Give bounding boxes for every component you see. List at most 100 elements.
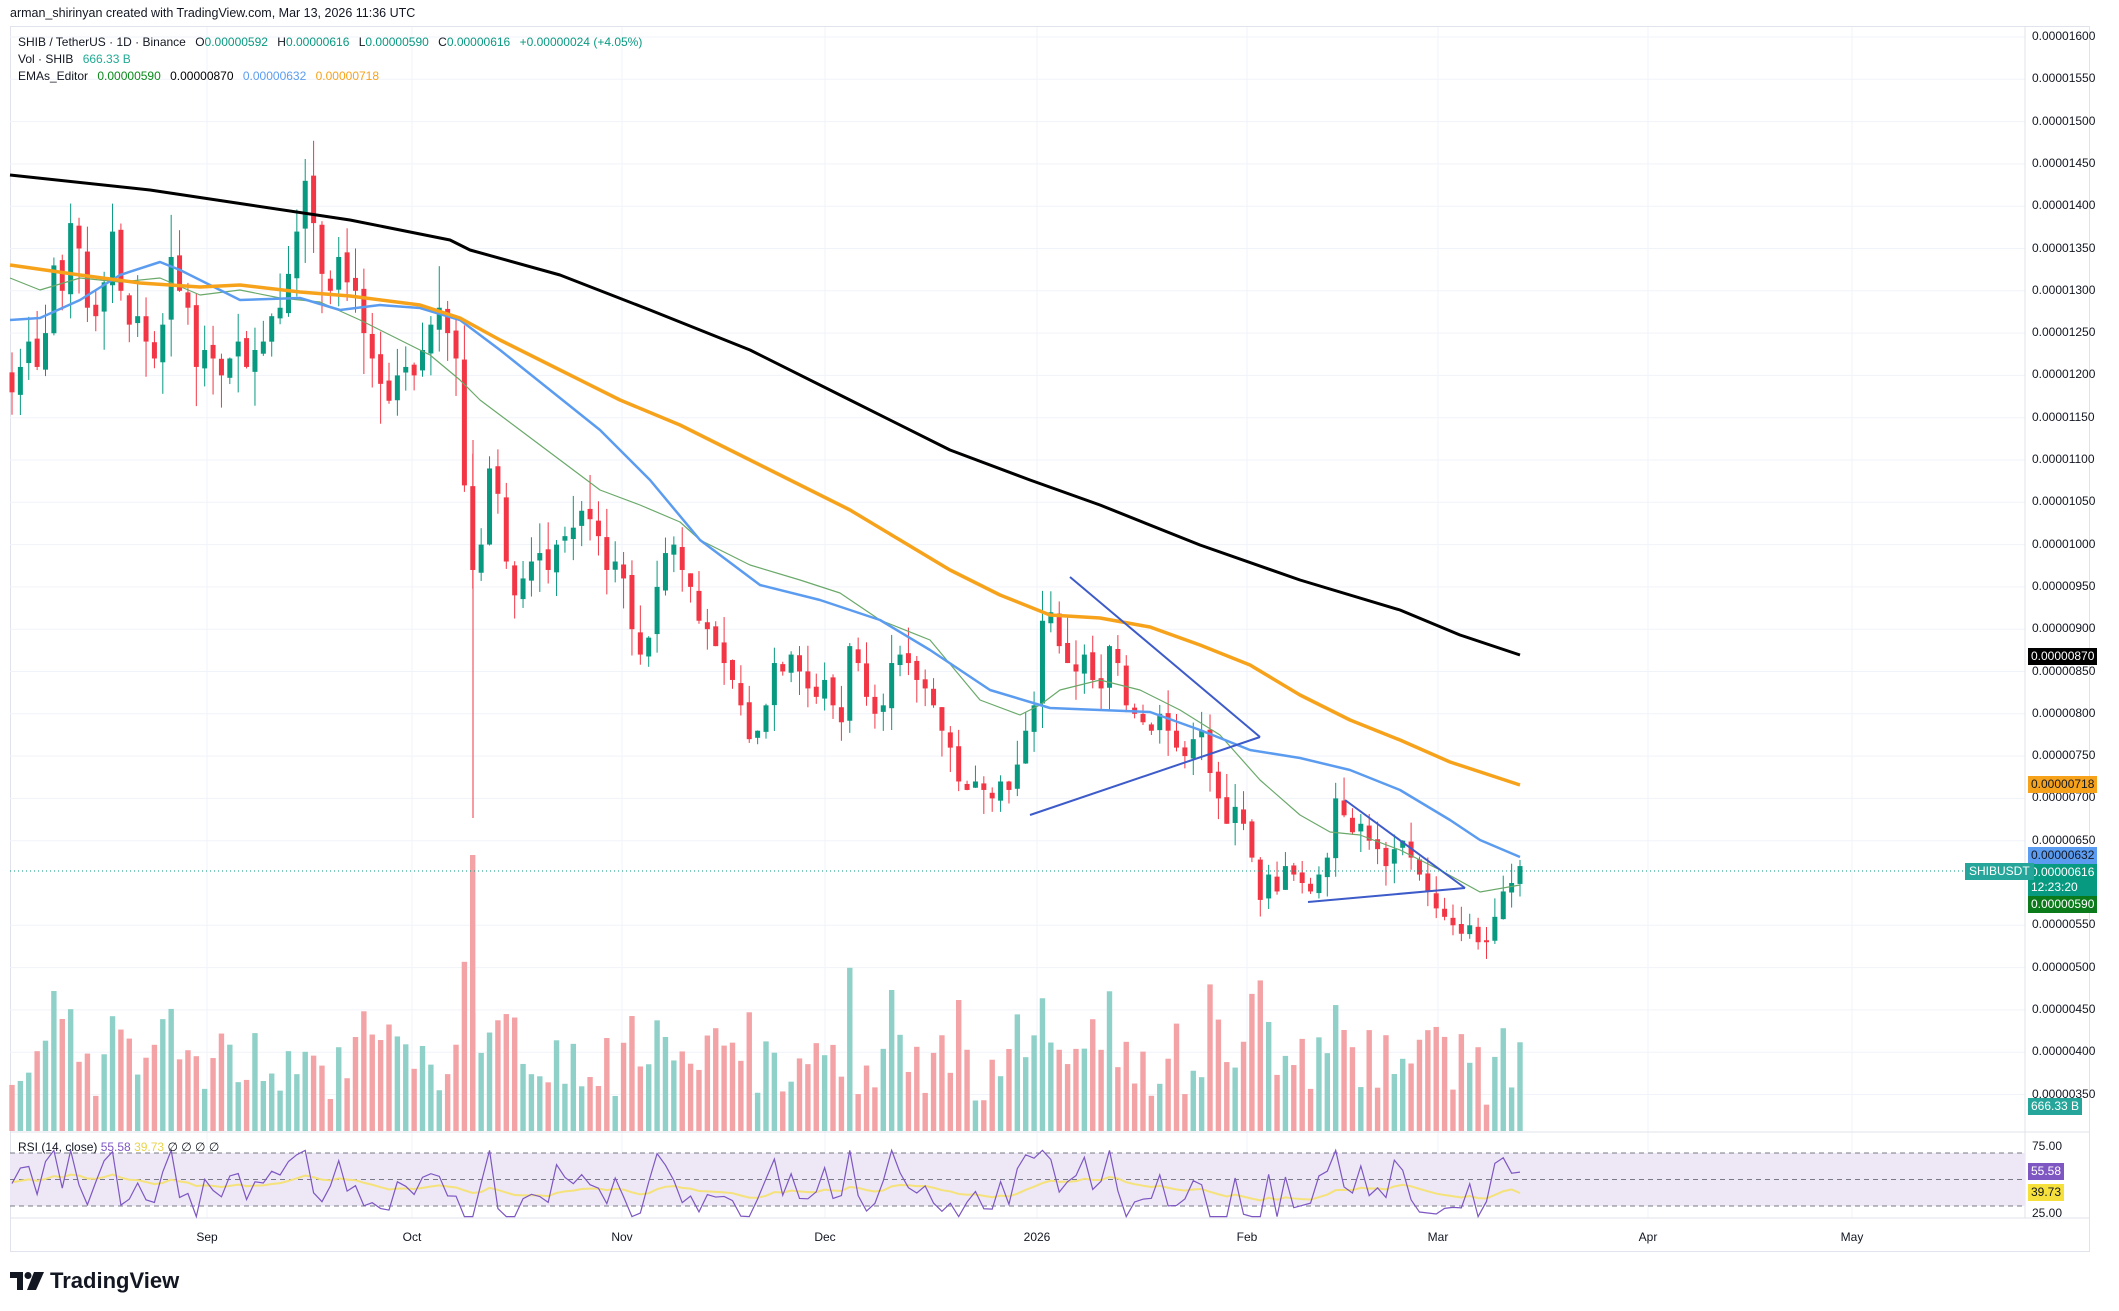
- volume-bar: [1224, 1062, 1230, 1131]
- candle-body: [570, 527, 576, 540]
- candle-body: [453, 330, 459, 359]
- candle-body: [1115, 648, 1121, 664]
- volume-bar: [897, 1034, 903, 1131]
- price-axis-label: 0.00000550: [2032, 917, 2096, 932]
- candle-body: [905, 653, 911, 664]
- volume-bar: [637, 1066, 644, 1131]
- volume-bar: [805, 1064, 811, 1131]
- candle-body: [662, 553, 668, 591]
- candle-body: [1274, 876, 1280, 892]
- price-axis-label: 0.00001050: [2032, 494, 2096, 509]
- volume-bar: [939, 1035, 945, 1131]
- candle-body: [34, 338, 40, 367]
- ema-row: EMAs_Editor 0.00000590 0.00000870 0.0000…: [18, 68, 648, 85]
- rsi-legend: RSI (14, close) 55.58 39.73 ∅ ∅ ∅ ∅: [18, 1140, 219, 1154]
- candle-body: [1375, 839, 1381, 850]
- volume-bar: [1508, 1087, 1515, 1131]
- rsi-label[interactable]: RSI (14, close): [18, 1140, 98, 1154]
- volume-bar: [336, 1047, 342, 1131]
- volume-bar: [302, 1051, 308, 1131]
- time-axis-label: May: [1840, 1230, 1864, 1244]
- volume-bar: [361, 1011, 367, 1131]
- candle-body: [411, 364, 417, 376]
- volume-label[interactable]: Vol · SHIB: [18, 52, 74, 66]
- ema100-price-tag: 0.00000718: [2028, 776, 2098, 793]
- candle-body: [897, 654, 903, 666]
- volume-bar: [1232, 1067, 1238, 1131]
- ema20-line: [9, 277, 1521, 893]
- ema20-value: 0.00000590: [97, 69, 161, 83]
- price-axis-label: 0.00001600: [2032, 29, 2096, 43]
- price-axis-label: 0.00000450: [2032, 1001, 2096, 1016]
- candle-body: [302, 180, 308, 229]
- candle-body: [1467, 925, 1473, 935]
- rsi-line: [11, 1148, 1521, 1219]
- volume-bar: [562, 1083, 568, 1131]
- candle-body: [227, 358, 233, 378]
- volume-bar: [1190, 1070, 1196, 1131]
- candle-body: [68, 223, 74, 295]
- candle-body: [269, 316, 275, 342]
- volume-bar: [981, 1100, 987, 1131]
- volume-bar: [930, 1052, 937, 1131]
- volume-bar: [1299, 1038, 1305, 1131]
- volume-bar: [1157, 1083, 1163, 1131]
- candle-body: [629, 574, 635, 630]
- tradingview-logo: TradingView: [10, 1268, 179, 1294]
- volume-bar: [713, 1028, 719, 1131]
- candle-body: [1433, 893, 1439, 909]
- volume-bar: [1014, 1014, 1021, 1131]
- candle-body: [1123, 665, 1129, 706]
- volume-bar: [143, 1057, 149, 1131]
- candle-body: [1090, 652, 1096, 680]
- volume-bar: [696, 1069, 702, 1131]
- volume-bar: [520, 1063, 526, 1131]
- volume-row: Vol · SHIB 666.33 B: [18, 51, 648, 68]
- candle-body: [981, 783, 987, 790]
- candle-body: [998, 781, 1004, 801]
- volume-bar: [260, 1081, 267, 1131]
- candle-body: [277, 307, 283, 319]
- volume-bar: [285, 1051, 292, 1131]
- volume-bar: [671, 1060, 677, 1131]
- candle-body: [252, 350, 258, 372]
- volume-bar: [578, 1086, 585, 1131]
- volume-bar: [1006, 1048, 1012, 1131]
- candle-body: [931, 688, 937, 706]
- symbol-title[interactable]: SHIB / TetherUS · 1D · Binance: [18, 35, 186, 49]
- candle-body: [177, 255, 183, 291]
- candle-body: [646, 637, 652, 657]
- volume-bar: [955, 1000, 962, 1131]
- volume-bar: [26, 1072, 32, 1131]
- volume-bar: [1416, 1039, 1423, 1131]
- volume-bar: [738, 1060, 744, 1131]
- candle-body: [1266, 874, 1272, 899]
- candle-body: [914, 660, 920, 680]
- volume-bar: [403, 1044, 409, 1131]
- volume-bar: [972, 1100, 979, 1131]
- volume-bar: [17, 1080, 24, 1131]
- candle-body: [84, 251, 90, 308]
- candle-body: [1366, 825, 1372, 841]
- volume-bar: [1374, 1087, 1381, 1131]
- price-axis-label: 0.00001200: [2032, 367, 2096, 382]
- volume-bar: [922, 1092, 928, 1131]
- candle-body: [1106, 646, 1112, 688]
- candle-body: [1157, 713, 1163, 731]
- volume-bar: [193, 1056, 200, 1131]
- candle-body: [512, 565, 518, 596]
- volume-bar-spike: [470, 855, 476, 1131]
- candle-body: [1517, 866, 1523, 884]
- ema-label[interactable]: EMAs_Editor: [18, 69, 89, 83]
- candle-body: [202, 350, 208, 369]
- rsi-ma-tag: 39.73: [2028, 1184, 2065, 1201]
- candle-body: [612, 561, 618, 570]
- volume-bar: [1048, 1042, 1054, 1131]
- candle-body: [160, 324, 166, 363]
- volume-bar: [160, 1019, 166, 1131]
- candle-body: [1215, 771, 1221, 799]
- volume-bar: [227, 1044, 233, 1131]
- volume-bar: [704, 1035, 711, 1131]
- candle-body: [763, 705, 769, 732]
